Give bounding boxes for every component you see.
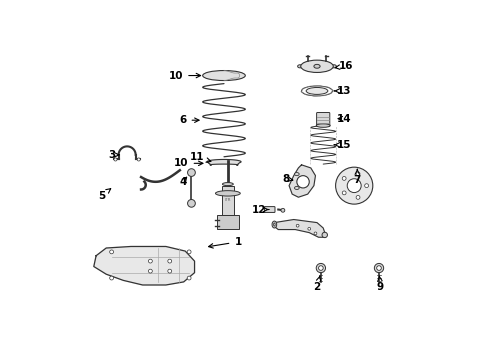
Text: 15: 15	[334, 140, 351, 150]
Ellipse shape	[294, 172, 299, 176]
Ellipse shape	[332, 65, 336, 68]
Circle shape	[342, 176, 346, 180]
Text: 10: 10	[169, 71, 200, 81]
Text: 8: 8	[282, 174, 293, 184]
Text: 11: 11	[190, 152, 211, 162]
Circle shape	[308, 228, 311, 230]
Circle shape	[148, 259, 152, 263]
FancyBboxPatch shape	[265, 207, 275, 212]
Text: 10: 10	[174, 158, 203, 168]
Polygon shape	[94, 247, 195, 285]
Circle shape	[188, 169, 196, 176]
Circle shape	[281, 208, 285, 212]
Ellipse shape	[216, 191, 240, 196]
Ellipse shape	[314, 64, 320, 68]
Circle shape	[148, 269, 152, 273]
Text: 7: 7	[354, 170, 361, 185]
Circle shape	[137, 158, 140, 161]
Circle shape	[297, 176, 309, 188]
Circle shape	[168, 269, 172, 273]
Circle shape	[356, 195, 360, 199]
Text: 13: 13	[334, 86, 351, 96]
Polygon shape	[274, 220, 325, 237]
Circle shape	[188, 199, 196, 207]
Text: 1: 1	[209, 237, 242, 248]
Circle shape	[110, 250, 114, 254]
Ellipse shape	[306, 87, 328, 94]
Text: ITR: ITR	[224, 198, 231, 202]
FancyBboxPatch shape	[317, 112, 330, 126]
Ellipse shape	[273, 223, 275, 226]
Text: 2: 2	[314, 276, 321, 292]
Text: 3: 3	[108, 150, 119, 160]
Text: 16: 16	[335, 61, 354, 71]
Bar	[217, 215, 239, 229]
Polygon shape	[289, 165, 316, 197]
Polygon shape	[207, 159, 241, 165]
Circle shape	[168, 259, 172, 263]
Circle shape	[187, 276, 191, 280]
Circle shape	[114, 158, 117, 161]
Text: 4: 4	[179, 177, 187, 187]
Circle shape	[318, 266, 323, 270]
Circle shape	[187, 250, 191, 254]
Ellipse shape	[316, 124, 330, 127]
Circle shape	[347, 179, 361, 193]
Circle shape	[296, 224, 299, 227]
Ellipse shape	[294, 186, 299, 189]
Text: 9: 9	[377, 276, 384, 292]
Bar	[221, 186, 234, 215]
Circle shape	[365, 184, 368, 188]
Text: 14: 14	[337, 114, 351, 123]
Ellipse shape	[222, 183, 233, 186]
Circle shape	[356, 172, 360, 176]
Text: 6: 6	[179, 115, 199, 125]
Circle shape	[342, 191, 346, 195]
Ellipse shape	[301, 60, 333, 72]
Ellipse shape	[203, 71, 245, 81]
Ellipse shape	[322, 232, 327, 238]
Ellipse shape	[301, 86, 333, 96]
Circle shape	[377, 266, 381, 270]
Text: 5: 5	[98, 189, 111, 201]
Ellipse shape	[272, 221, 277, 228]
Circle shape	[110, 276, 114, 280]
Circle shape	[314, 232, 317, 235]
Circle shape	[316, 264, 325, 273]
Circle shape	[374, 264, 384, 273]
Circle shape	[336, 167, 373, 204]
Ellipse shape	[297, 65, 302, 68]
Text: 12: 12	[252, 204, 269, 215]
